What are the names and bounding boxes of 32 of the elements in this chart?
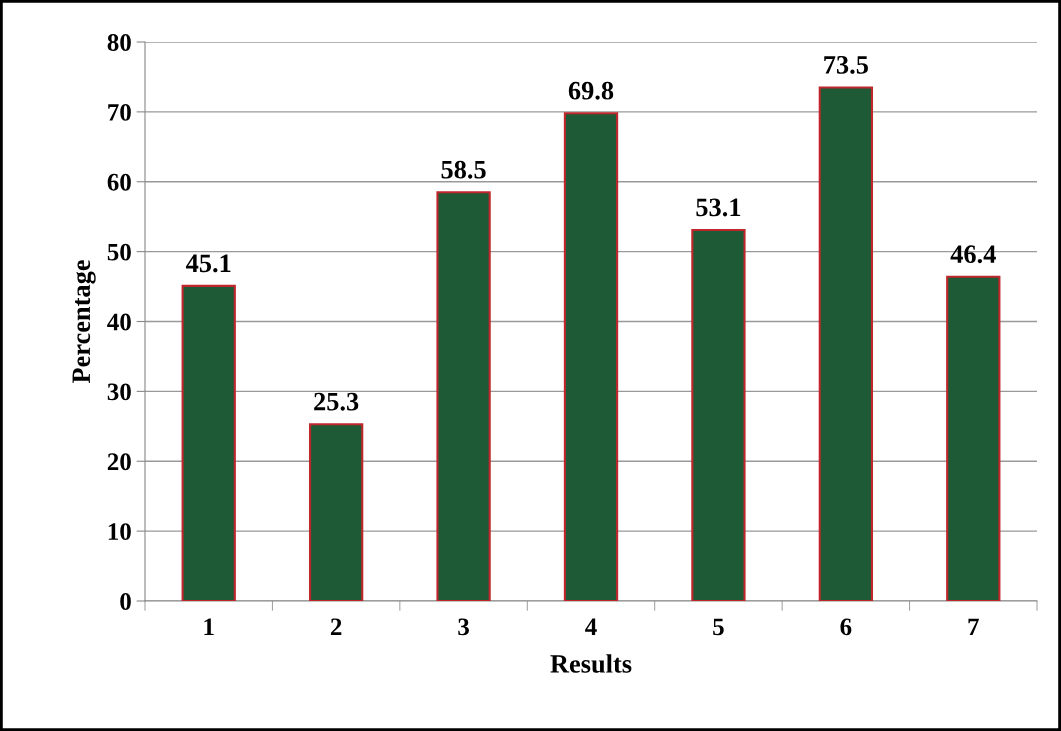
- bar: [691, 228, 746, 601]
- x-tick-label: 4: [585, 618, 597, 636]
- bar: [946, 275, 1001, 601]
- data-label: 69.8: [568, 81, 614, 100]
- data-label: 46.4: [950, 245, 996, 264]
- y-tick-label: 80: [107, 34, 131, 51]
- x-tick-label: 1: [204, 618, 214, 636]
- x-axis-title: Results: [550, 654, 632, 673]
- y-tick-label: 20: [107, 453, 131, 471]
- bar: [181, 284, 236, 601]
- bar: [818, 86, 874, 601]
- data-label: 73.5: [824, 55, 868, 74]
- x-tick-label: 2: [330, 618, 342, 636]
- y-tick-label: 60: [107, 173, 131, 191]
- y-tick-label: 70: [108, 103, 131, 121]
- bar: [436, 191, 491, 601]
- bar: [308, 423, 364, 601]
- y-tick-label: 50: [107, 243, 131, 261]
- data-label: 58.5: [441, 160, 486, 179]
- y-tick-label: 0: [120, 593, 131, 610]
- y-tick-label: 40: [107, 313, 131, 331]
- x-tick-label: 7: [968, 618, 979, 636]
- data-label: 45.1: [185, 254, 231, 273]
- y-tick-label: 10: [108, 523, 131, 541]
- x-tick-label: 5: [713, 618, 724, 636]
- data-label: 53.1: [696, 198, 741, 217]
- data-label: 25.3: [314, 392, 359, 411]
- x-tick-label: 6: [840, 618, 852, 636]
- x-tick-label: 3: [458, 618, 469, 636]
- bar: [563, 112, 619, 601]
- y-axis-title: Percentage: [72, 260, 96, 384]
- y-tick-label: 30: [107, 383, 131, 401]
